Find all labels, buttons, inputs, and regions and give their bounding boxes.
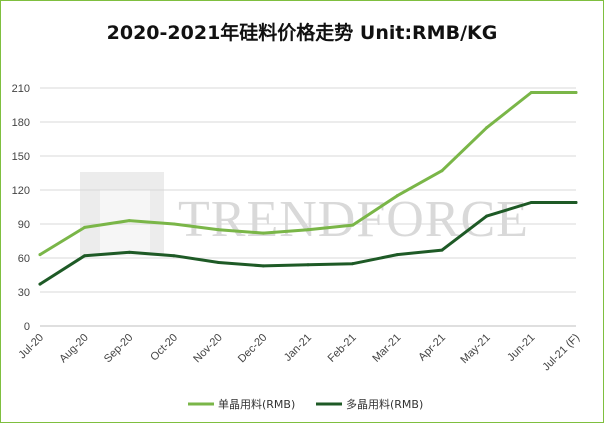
data-point [440, 169, 444, 173]
data-point [261, 231, 265, 235]
data-point [217, 261, 221, 265]
y-axis: 0 30 60 90 120 150 180 210 [12, 83, 30, 333]
legend-label: 多晶用料(RMB) [346, 397, 423, 411]
data-point [217, 228, 221, 232]
x-tick-label: Feb-21 [326, 332, 359, 365]
x-tick-label: Dec-20 [236, 332, 270, 366]
data-point [440, 248, 444, 252]
data-point [172, 254, 176, 258]
y-tick-label: 60 [18, 253, 30, 265]
series-group [38, 91, 578, 286]
data-point [574, 91, 578, 95]
x-tick-label: Jul-20 [16, 332, 46, 362]
x-tick-label: Aug-20 [57, 332, 91, 366]
y-tick-label: 120 [12, 185, 30, 197]
data-point [574, 200, 578, 204]
data-point [306, 228, 310, 232]
data-point [485, 214, 489, 218]
data-point [261, 264, 265, 268]
data-point [351, 223, 355, 227]
data-point [127, 250, 131, 254]
data-point [395, 253, 399, 257]
grid [40, 87, 576, 327]
x-tick-label: Apr-21 [416, 332, 448, 364]
data-point [306, 263, 310, 267]
y-tick-label: 30 [18, 287, 30, 299]
data-point [38, 282, 42, 286]
x-tick-label: Nov-20 [191, 332, 225, 366]
data-point [83, 254, 87, 258]
x-tick-label: Sep-20 [102, 332, 136, 366]
legend: 单晶用料(RMB) 多晶用料(RMB) [188, 397, 423, 411]
x-tick-label: Oct-20 [148, 332, 180, 364]
data-point [127, 219, 131, 223]
x-axis: Jul-20 Aug-20 Sep-20 Oct-20 Nov-20 Dec-20 Jan-… [16, 332, 582, 374]
watermark: TRENDFORCE [80, 172, 529, 256]
x-tick-label: Jul-21 (F) [540, 332, 582, 374]
data-point [172, 222, 176, 226]
chart-title: 2020-2021年硅料价格走势 Unit:RMB/KG [106, 22, 498, 44]
x-tick-label: Jan-21 [282, 332, 314, 364]
y-tick-label: 0 [24, 321, 30, 333]
x-tick-label: Mar-21 [370, 332, 403, 365]
data-point [485, 126, 489, 130]
y-tick-label: 90 [18, 219, 30, 231]
watermark-text: TRENDFORCE [178, 191, 529, 248]
x-tick-label: Jun-21 [505, 332, 537, 364]
data-point [529, 200, 533, 204]
y-tick-label: 180 [12, 117, 30, 129]
data-point [38, 253, 42, 257]
data-point [395, 194, 399, 198]
x-tick-label: May-21 [458, 332, 492, 366]
data-point [83, 225, 87, 229]
legend-label: 单晶用料(RMB) [218, 397, 295, 411]
data-point [351, 262, 355, 266]
data-point [529, 91, 533, 95]
y-tick-label: 150 [12, 151, 30, 163]
y-tick-label: 210 [12, 83, 30, 95]
